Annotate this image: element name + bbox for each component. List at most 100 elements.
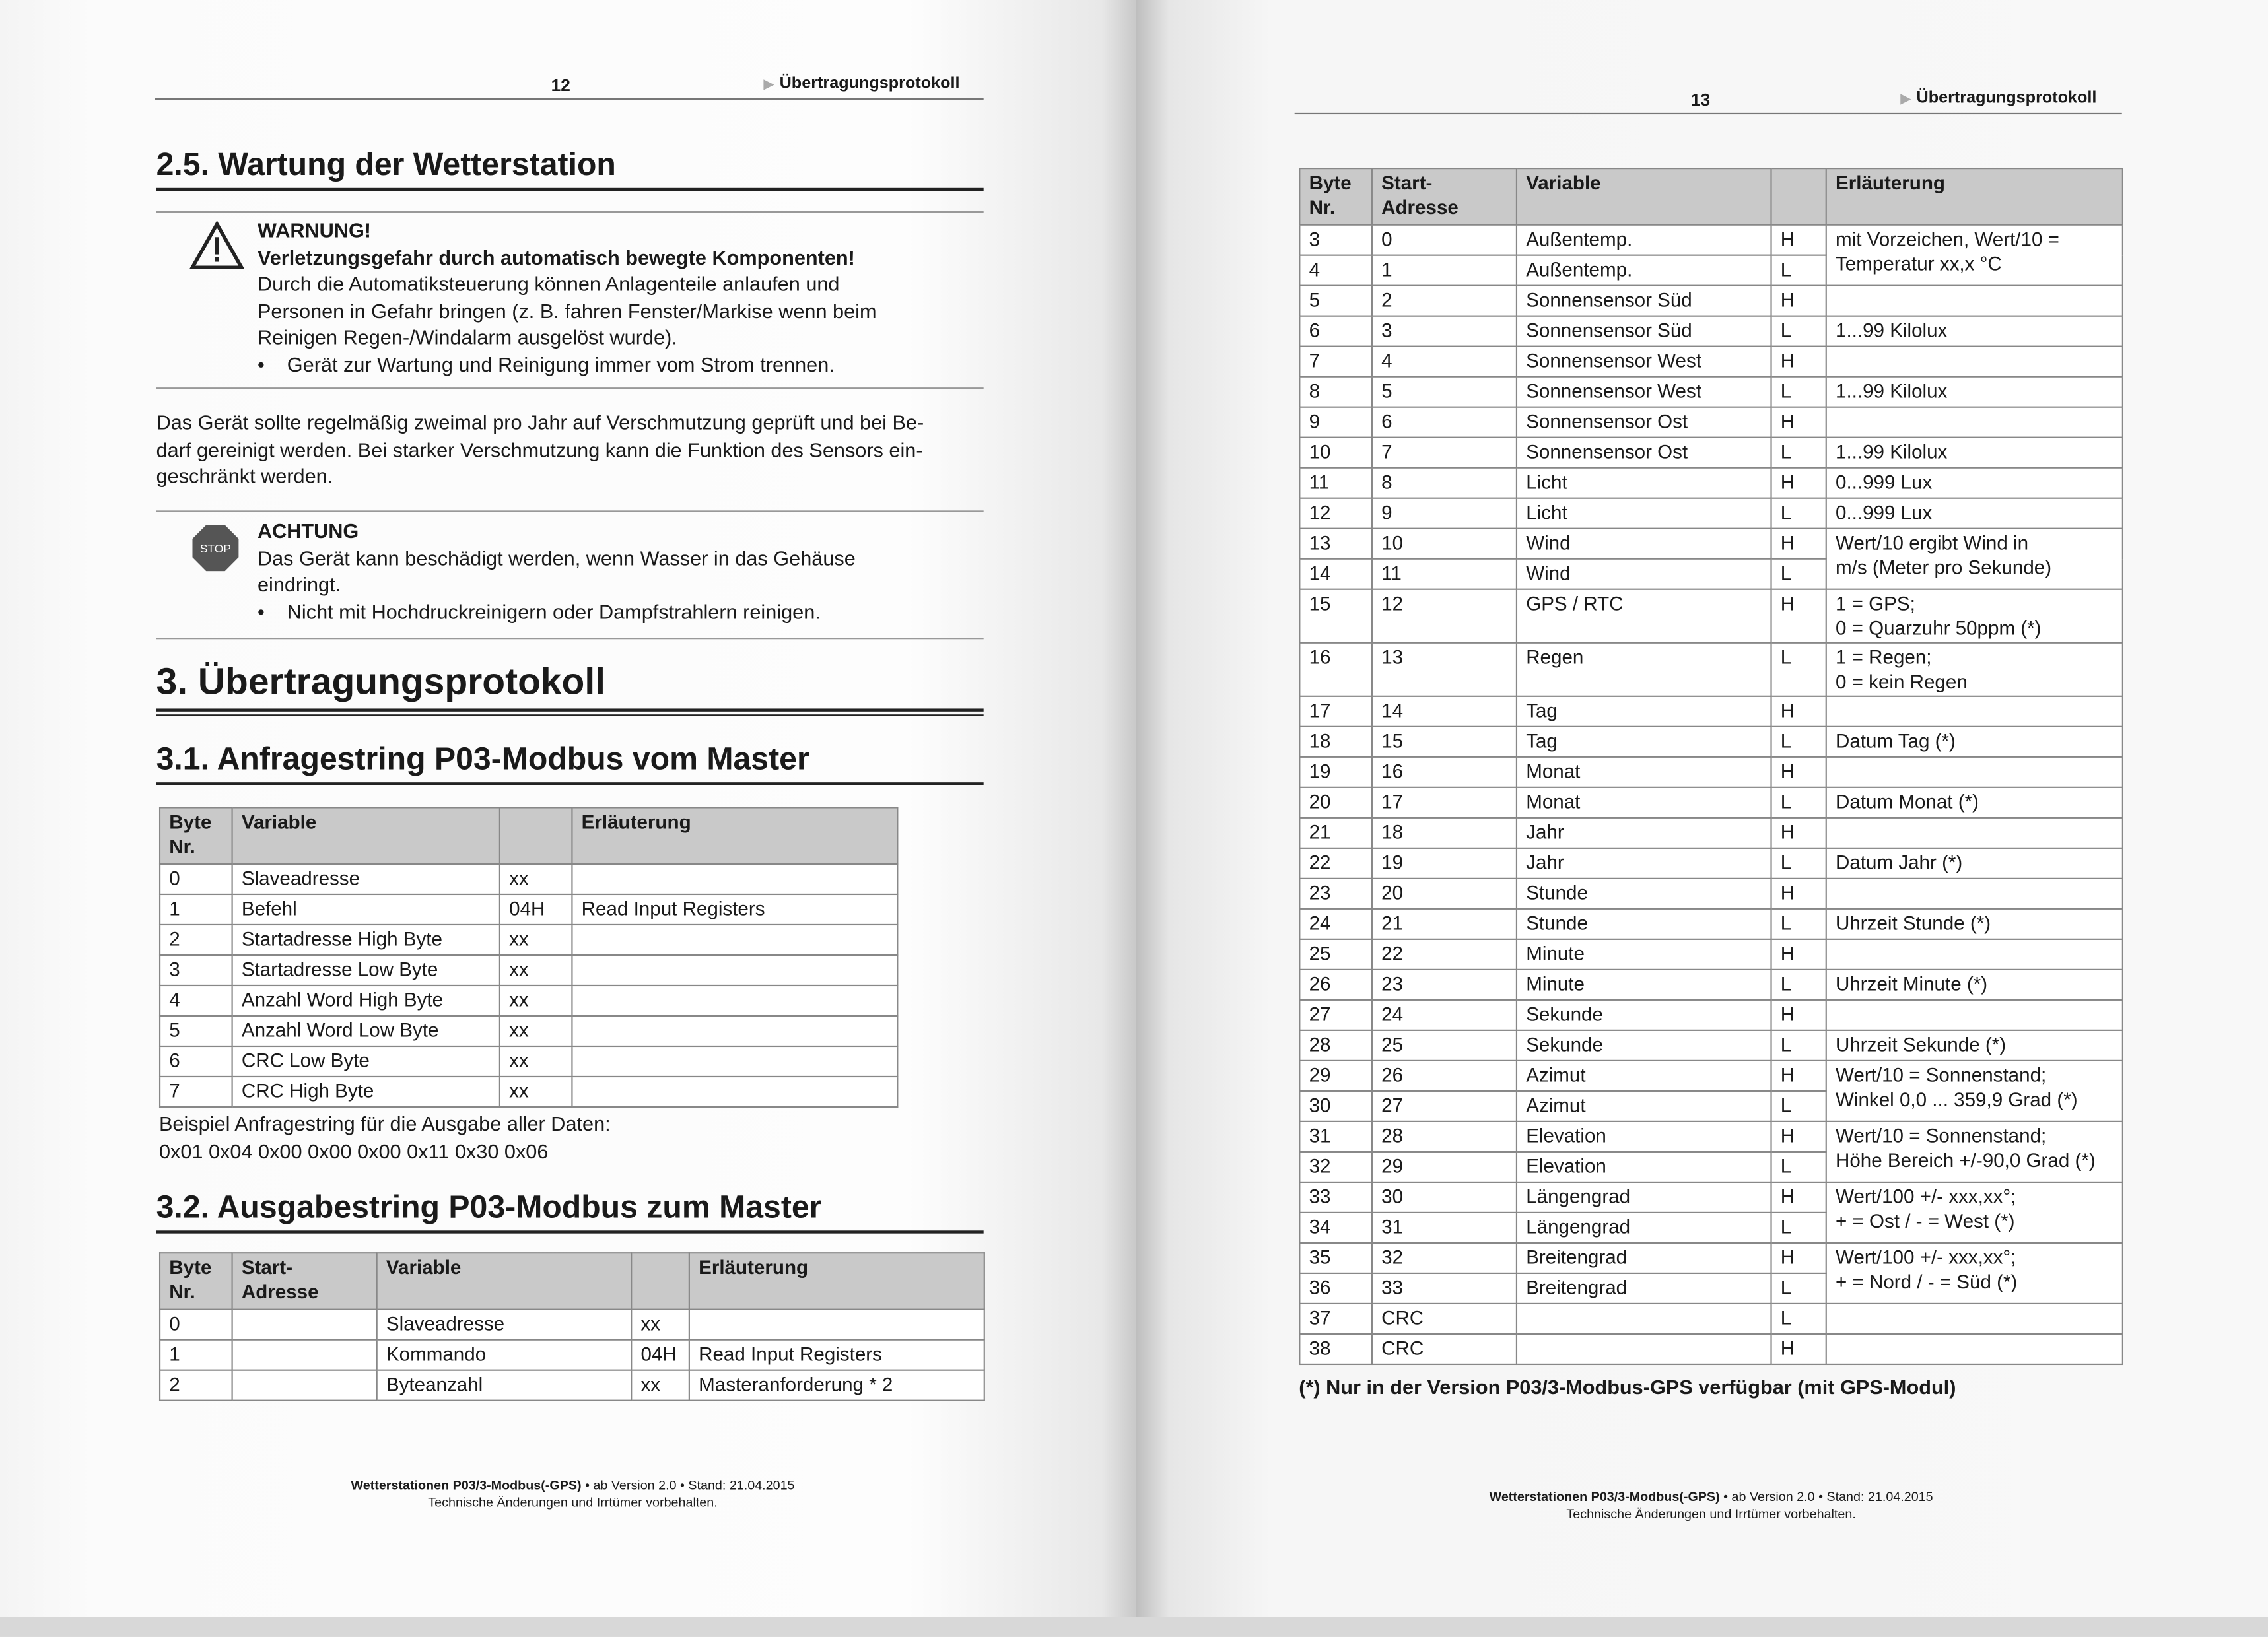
example-block: Beispiel Anfragestring für die Ausgabe a… — [159, 1110, 611, 1164]
table-cell: xx — [498, 954, 573, 987]
page-number: 12 — [551, 75, 570, 96]
table-cell: L — [1770, 1272, 1827, 1305]
table-cell: 3 — [1371, 315, 1518, 347]
table-cell — [1515, 1302, 1772, 1335]
table-cell: Jahr — [1515, 847, 1772, 879]
table-row: 27 24 Sekunde H — [1299, 999, 2123, 1031]
table-row: 32 29 Elevation L — [1299, 1151, 2123, 1183]
table-row: 6 CRC Low Byte xx — [158, 1045, 899, 1078]
running-header: ▶ Übertragungsprotokoll — [1901, 90, 2097, 107]
table-cell: 22 — [1299, 847, 1373, 879]
table-cell: xx — [498, 1045, 573, 1078]
output-table: Byte Nr. Start-Adresse Variable Erläuter… — [1299, 168, 2123, 1366]
table-cell — [1515, 1333, 1772, 1366]
table-cell: 22 — [1371, 938, 1518, 970]
column-header — [1770, 168, 1827, 226]
column-header: Byte Nr. — [158, 807, 233, 865]
example-value: 0x01 0x04 0x00 0x00 0x00 0x11 0x30 0x06 — [158, 1139, 549, 1162]
table-cell: 1 — [158, 893, 233, 926]
explanation-line: + = Nord / - = Süd (*) — [1835, 1271, 2018, 1293]
explanation-line: Datum Monat (*) — [1835, 791, 1979, 813]
table-row: 11 8 Licht H 0...999 Lux — [1299, 467, 2123, 499]
explanation-line: Temperatur xx,x °C — [1835, 253, 2002, 275]
section-heading-3-2: 3.2. Ausgabestring P03-Modbus zum Master — [156, 1188, 822, 1225]
running-header-text: Übertragungsprotokoll — [779, 75, 960, 93]
running-header: ▶ Übertragungsprotokoll — [764, 75, 960, 92]
paragraph-line: darf gereinigt werden. Bei starker Versc… — [156, 437, 923, 461]
stop-sign-icon: STOP — [192, 525, 239, 572]
table-row: 7 4 Sonnensensor West H — [1299, 345, 2123, 378]
table-cell — [571, 1015, 899, 1048]
table-cell: 31 — [1371, 1211, 1518, 1244]
table-cell: H — [1770, 1242, 1827, 1275]
table-cell: Sonnensensor West — [1515, 345, 1772, 378]
table-cell: L — [1770, 436, 1827, 469]
table-cell: 7 — [158, 1075, 233, 1108]
page-number: 13 — [1690, 89, 1711, 110]
explanation-cell — [1825, 938, 2123, 970]
explanation-cell: 1...99 Kilolux — [1825, 436, 2123, 469]
table-cell: xx — [631, 1369, 690, 1401]
table-cell: Kommando — [376, 1339, 633, 1371]
table-cell: Elevation — [1515, 1120, 1772, 1153]
table-row: 4 Anzahl Word High Byte xx — [158, 984, 899, 1017]
attention-text: eindringt. — [257, 572, 341, 596]
table-cell — [231, 1308, 378, 1341]
table-cell — [571, 863, 899, 896]
warning-text: Reinigen Regen-/Windalarm ausgelöst wurd… — [257, 325, 677, 349]
table-cell: H — [1770, 467, 1827, 499]
table-row: 14 11 Wind L — [1299, 558, 2123, 590]
explanation-cell: Uhrzeit Sekunde (*) — [1825, 1029, 2123, 1061]
table-cell: 8 — [1299, 376, 1373, 408]
table-cell: 11 — [1371, 558, 1518, 590]
table-cell: 28 — [1371, 1120, 1518, 1153]
table-cell: 9 — [1371, 497, 1518, 529]
table-cell: CRC — [1371, 1333, 1518, 1366]
explanation-cell: Datum Jahr (*) — [1825, 847, 2123, 879]
table-row: 17 14 Tag H — [1299, 695, 2123, 727]
divider — [156, 638, 984, 640]
explanation-cell: 1 = GPS; 0 = Quarzuhr 50ppm (*) — [1825, 588, 2123, 644]
table-cell: 33 — [1371, 1272, 1518, 1305]
footer-version: • ab Version 2.0 • Stand: 21.04.2015 — [1719, 1489, 1933, 1504]
table-row: 10 7 Sonnensensor Ost L 1...99 Kilolux — [1299, 436, 2123, 469]
column-header: Byte Nr. — [158, 1252, 233, 1310]
table-cell: L — [1770, 1211, 1827, 1244]
table-cell: GPS / RTC — [1515, 588, 1772, 644]
table-cell: Stunde — [1515, 877, 1772, 910]
table-row: 31 28 Elevation H Wert/10 = Sonnenstand; Höhe… — [1299, 1120, 2123, 1183]
table-cell: 20 — [1299, 786, 1373, 818]
table-cell: 19 — [1371, 847, 1518, 879]
column-header: Erläuterung — [571, 807, 899, 865]
table-cell: 19 — [1299, 756, 1373, 788]
table-cell: Slaveadresse — [231, 863, 500, 896]
explanation-line: 0 = Quarzuhr 50ppm (*) — [1835, 617, 2042, 640]
footnote: (*) Nur in der Version P03/3-Modbus-GPS … — [1299, 1375, 1956, 1399]
table-cell: H — [1770, 999, 1827, 1031]
table-cell: 38 — [1299, 1333, 1373, 1366]
table-cell: Azimut — [1515, 1090, 1772, 1122]
table-row: 5 Anzahl Word Low Byte xx — [158, 1015, 899, 1048]
divider — [156, 211, 984, 213]
table-cell: 25 — [1371, 1029, 1518, 1061]
warning-text: Personen in Gefahr bringen (z. B. fahren… — [257, 298, 877, 322]
explanation-line: Uhrzeit Stunde (*) — [1835, 912, 1991, 935]
table-cell: L — [1770, 1029, 1827, 1061]
table-cell: H — [1770, 938, 1827, 970]
table-cell: 20 — [1371, 877, 1518, 910]
table-cell: 12 — [1371, 588, 1518, 644]
explanation-line: Datum Jahr (*) — [1835, 852, 1963, 874]
warning-block: WARNUNG! Verletzungsgefahr durch automat… — [258, 217, 980, 378]
table-cell: 32 — [1299, 1151, 1373, 1183]
explanation-line: 1...99 Kilolux — [1835, 380, 1948, 403]
response-table: Byte Nr. Start-Adresse Variable Erläuter… — [158, 1252, 985, 1401]
table-row: 29 26 Azimut H Wert/10 = Sonnenstand; Winkel … — [1299, 1059, 2123, 1122]
table-cell: 1 — [158, 1339, 233, 1371]
table-cell: 15 — [1371, 725, 1518, 758]
table-cell: L — [1770, 376, 1827, 408]
explanation-line: m/s (Meter pro Sekunde) — [1835, 556, 2052, 579]
explanation-cell: Datum Monat (*) — [1825, 786, 2123, 818]
column-header: Variable — [231, 807, 500, 865]
footer-disclaimer: Technische Änderungen und Irrtümer vorbe… — [428, 1495, 718, 1510]
table-cell: L — [1770, 1151, 1827, 1183]
